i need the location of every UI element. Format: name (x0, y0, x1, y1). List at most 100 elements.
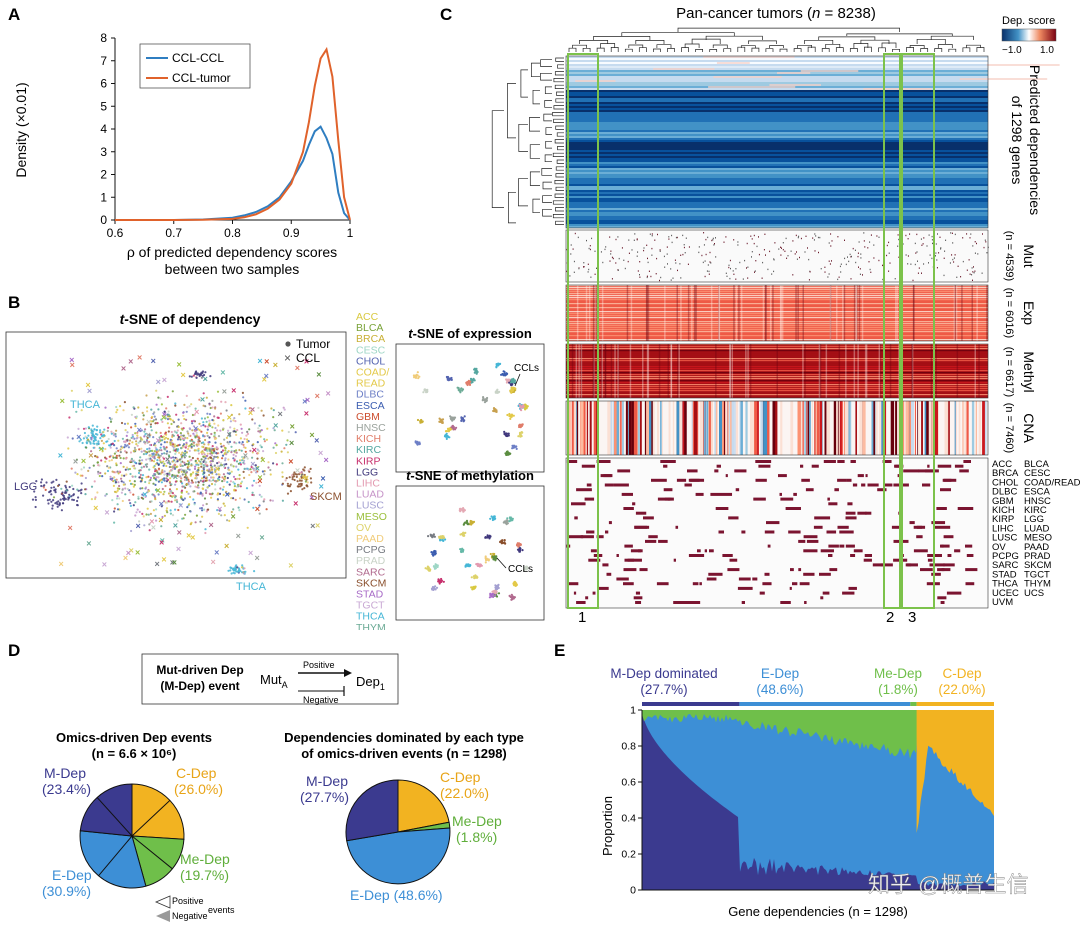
heatmap-row (566, 130, 988, 132)
legend-ccl-marker: × (284, 351, 291, 365)
tumor-point (199, 520, 202, 523)
tumor-point (188, 455, 191, 458)
tumor-point (190, 445, 193, 448)
cna-column (616, 401, 620, 455)
mut-mark (706, 270, 708, 272)
cancer-type-mark (963, 460, 971, 463)
cancer-type-mark (643, 516, 654, 520)
mut-mark (762, 261, 764, 264)
tumor-point (200, 465, 203, 468)
heatmap-row (566, 90, 988, 92)
omics-column (861, 285, 864, 341)
ccl-point: × (257, 476, 262, 486)
mut-mark (763, 249, 765, 251)
mut-mark (966, 233, 968, 235)
ccl-point: × (255, 504, 260, 514)
tumor-point (143, 435, 146, 438)
tumor-point (272, 427, 275, 430)
cluster-point (494, 592, 497, 595)
tumor-point (188, 468, 191, 471)
omics-column (857, 344, 859, 398)
tumor-point (117, 449, 120, 452)
tumor-point (82, 437, 85, 440)
tumor-point (70, 389, 73, 392)
mut-mark (936, 259, 938, 261)
tumor-point (204, 425, 207, 428)
tumor-point (177, 508, 180, 512)
mut-heatmap (565, 229, 989, 283)
heatmap-row (566, 198, 988, 200)
pie-omics-events (79, 783, 185, 889)
tumor-point (60, 487, 63, 490)
tumor-point (184, 513, 187, 516)
x-axis-label-line1: ρ of predicted dependency scores (127, 244, 337, 260)
tumor-point (120, 477, 123, 480)
tumor-point (289, 483, 292, 486)
cancer-type-mark (845, 516, 857, 520)
omics-column (986, 285, 988, 341)
tumor-point (114, 479, 117, 482)
tumor-point (155, 403, 158, 406)
tumor-point (142, 453, 145, 456)
tumor-point (179, 432, 182, 435)
tumor-point (144, 495, 147, 498)
tumor-point (209, 375, 212, 378)
tumor-point (309, 477, 312, 480)
mut-mark (617, 236, 619, 238)
tumor-point (159, 461, 162, 464)
heatmap-row (566, 138, 988, 140)
tumor-point (194, 485, 197, 488)
omics-row (566, 333, 988, 335)
cancer-type-mark (845, 511, 856, 515)
tumor-point (118, 484, 121, 488)
tumor-point (81, 474, 84, 477)
panel-letter-d: D (8, 641, 20, 660)
tumor-point (291, 474, 294, 477)
tumor-point (203, 471, 206, 474)
mut-mark (682, 253, 684, 256)
mut-mark (952, 258, 954, 261)
omics-column (762, 285, 765, 341)
tumor-point (241, 459, 244, 462)
mut-mark (977, 253, 979, 255)
cancer-type-mark (704, 549, 708, 553)
mut-mark (923, 237, 925, 239)
heatmap-row (566, 106, 988, 108)
cluster-point (447, 435, 450, 439)
tumor-point (149, 423, 152, 426)
cancer-type-mark (617, 469, 631, 473)
tumor-point (188, 503, 191, 506)
cancer-type-mark (966, 554, 974, 557)
mut-mark (814, 250, 816, 252)
tumor-point (152, 436, 155, 439)
tumor-point (77, 427, 80, 430)
cancer-type-mark (686, 601, 700, 604)
cancer-type-mark (764, 572, 770, 576)
cancer-type-mark (621, 492, 633, 496)
mut-mark (612, 257, 614, 260)
heatmap-row (566, 148, 988, 150)
ccl-point: × (290, 422, 295, 432)
positive-arrow-label: Positive (303, 660, 335, 670)
tumor-point (62, 502, 65, 505)
cna-column (574, 401, 576, 455)
omics-row (566, 315, 988, 317)
tumor-point (188, 375, 191, 378)
tumor-point (293, 478, 296, 482)
tumor-point (183, 497, 186, 500)
ccl-point: × (315, 391, 320, 401)
tumor-point (90, 498, 93, 501)
e-y-tick-label: 0.8 (621, 741, 636, 753)
cancer-type-mark (785, 507, 801, 510)
tumor-point (163, 462, 166, 465)
cluster-point (430, 551, 433, 554)
tumor-point (244, 450, 247, 453)
tsne-methylation-title: t-SNE of methylation (406, 468, 534, 483)
tumor-point (167, 413, 170, 416)
heatmap-row (566, 136, 988, 138)
tumor-point (237, 569, 240, 572)
tumor-point (224, 459, 227, 462)
ccl-point: × (288, 457, 293, 467)
tumor-point (202, 441, 205, 444)
pie1-label-cdep: C-Dep (176, 765, 217, 781)
